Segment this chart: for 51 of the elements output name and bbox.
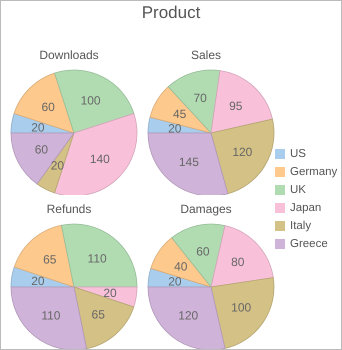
- legend-label: Japan: [290, 202, 322, 214]
- pie-slice: [54, 70, 134, 134]
- data-label: 95: [229, 99, 243, 114]
- pie-slice: [14, 224, 74, 288]
- data-label: 145: [178, 155, 200, 170]
- data-label: 120: [178, 308, 199, 323]
- data-label: 20: [168, 274, 182, 289]
- data-label: 65: [43, 252, 57, 267]
- data-label: 100: [231, 300, 252, 315]
- pie-slice: [168, 70, 220, 134]
- pie-slice: [61, 224, 138, 288]
- data-label: 100: [80, 93, 101, 108]
- pie-slice: [210, 70, 273, 134]
- data-label: 20: [31, 274, 45, 288]
- data-label: 140: [90, 152, 110, 166]
- data-label: 40: [174, 259, 188, 274]
- pie-slice: [148, 286, 226, 349]
- chart-title: Sales: [190, 48, 222, 62]
- data-label: 65: [92, 307, 106, 322]
- legend-label: US: [290, 148, 306, 160]
- legend-label: UK: [290, 184, 306, 196]
- pie-slice: [10, 286, 87, 349]
- chart-title: Damages: [180, 202, 232, 216]
- data-label: 20: [103, 286, 118, 300]
- data-label: 110: [41, 308, 61, 322]
- pie-slice: [10, 132, 74, 184]
- text: Product: [140, 3, 202, 23]
- pie-slice: [74, 286, 134, 349]
- data-label: 70: [193, 91, 208, 106]
- pie-slice: [150, 237, 212, 288]
- data-label: 120: [232, 144, 253, 159]
- data-label: 60: [196, 244, 210, 258]
- pie-slice: [210, 277, 274, 349]
- legend-label: Greece: [290, 238, 328, 250]
- legend-label: Germany: [290, 166, 338, 178]
- legend-label: Italy: [290, 220, 312, 232]
- pie-slice: [210, 118, 274, 194]
- chart-title: Downloads: [39, 48, 99, 62]
- data-label: 20: [168, 121, 182, 136]
- data-label: 20: [31, 120, 45, 134]
- chart-title: Refunds: [46, 202, 92, 216]
- data-label: 45: [172, 107, 187, 122]
- data-label: 60: [34, 142, 48, 157]
- data-label: 60: [41, 100, 56, 114]
- data-label: 80: [231, 255, 245, 270]
- data-label: 110: [88, 252, 107, 266]
- data-label: 20: [50, 158, 64, 173]
- pie-slice: [14, 72, 74, 134]
- pie-slice: [150, 86, 212, 134]
- pie-slice: [210, 225, 274, 288]
- pie-slice: [148, 132, 228, 195]
